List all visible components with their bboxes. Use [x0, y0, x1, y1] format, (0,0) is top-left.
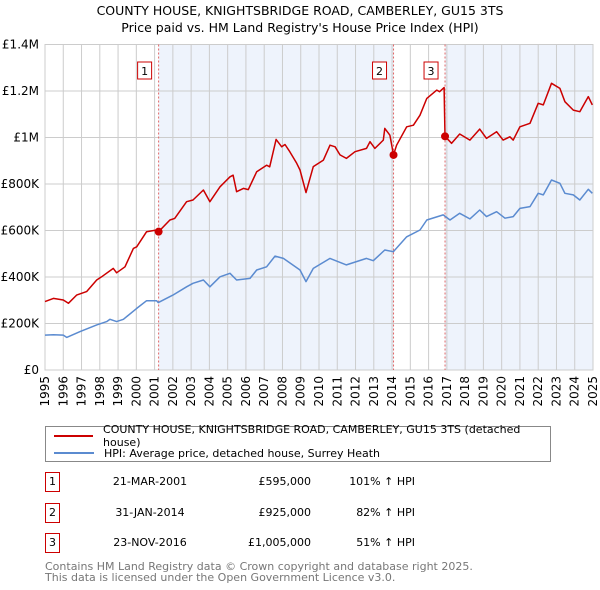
sale-label-number: 2	[376, 65, 383, 78]
x-tick-label: 2023	[549, 376, 563, 407]
sale-hpi: 101% ↑ HPI	[349, 475, 415, 488]
x-tick-label: 2009	[294, 376, 308, 407]
legend-label-property: COUNTY HOUSE, KNIGHTSBRIDGE ROAD, CAMBER…	[103, 423, 521, 449]
chart-title: COUNTY HOUSE, KNIGHTSBRIDGE ROAD, CAMBER…	[96, 3, 504, 18]
shaded-region	[445, 44, 593, 370]
x-tick-label: 2005	[221, 376, 235, 407]
x-tick-label: 2012	[349, 376, 363, 407]
sale-label-box	[137, 61, 153, 80]
y-tick-label: £1.2M	[2, 84, 39, 98]
y-tick-label: £1.4M	[2, 38, 39, 52]
x-tick-label: 2025	[586, 376, 600, 407]
sale-price: £1,005,000	[248, 536, 311, 549]
sale-point-marker	[154, 227, 163, 236]
sale-label-number: 1	[141, 65, 148, 78]
property-price-line	[44, 82, 593, 305]
sale-hpi: 51% ↑ HPI	[356, 536, 415, 549]
legend-line-red	[54, 435, 94, 437]
x-tick-label: 2001	[148, 376, 162, 407]
sale-number: 2	[45, 503, 60, 523]
x-tick-label: 2024	[568, 376, 582, 407]
x-tick-label: 2007	[257, 376, 271, 407]
x-tick-label: 2006	[239, 376, 253, 407]
sale-label-box	[423, 61, 439, 80]
x-tick-label: 2002	[166, 376, 180, 407]
x-tick-label: 2013	[367, 376, 381, 407]
x-tick-label: 2019	[476, 376, 490, 407]
x-tick-label: 2014	[385, 376, 399, 407]
x-tick-label: 2003	[184, 376, 198, 407]
x-tick-label: 2000	[129, 376, 143, 407]
chart-subtitle: Price paid vs. HM Land Registry's House …	[121, 20, 479, 35]
legend-item-property: COUNTY HOUSE, KNIGHTSBRIDGE ROAD, CAMBER…	[54, 423, 550, 449]
x-tick-label: 2021	[513, 376, 527, 407]
sale-point-marker	[389, 150, 398, 159]
x-tick-label: 2004	[202, 376, 216, 407]
sale-number: 1	[45, 472, 60, 492]
sale-date: 21-MAR-2001	[112, 475, 188, 488]
x-tick-label: 2017	[440, 376, 454, 407]
y-tick-label: £0	[24, 363, 39, 377]
x-tick-label: 1998	[93, 376, 107, 407]
x-tick-label: 2018	[458, 376, 472, 407]
y-tick-label: £400K	[1, 270, 41, 284]
sale-hpi: 82% ↑ HPI	[356, 506, 415, 519]
shaded-region	[158, 44, 394, 370]
sale-row: 1 21-MAR-2001 £595,000 101% ↑ HPI	[45, 472, 445, 492]
sale-date: 23-NOV-2016	[113, 536, 187, 549]
y-tick-label: £1M	[13, 131, 39, 145]
sale-number: 3	[45, 533, 60, 553]
y-tick-label: £800K	[1, 177, 41, 191]
sale-label-box	[372, 61, 388, 80]
x-tick-label: 1995	[38, 376, 52, 407]
legend-label-hpi: HPI: Average price, detached house, Surr…	[104, 446, 381, 460]
plot-border	[44, 44, 594, 371]
sale-price: £925,000	[258, 506, 312, 519]
x-tick-label: 1999	[111, 376, 125, 407]
footer-copyright: Contains HM Land Registry data © Crown c…	[45, 560, 473, 573]
sale-row: 2 31-JAN-2014 £925,000 82% ↑ HPI	[45, 503, 445, 523]
x-tick-label: 1996	[56, 376, 70, 407]
x-tick-label: 2016	[422, 376, 436, 407]
y-tick-label: £200K	[1, 317, 41, 331]
x-tick-label: 2011	[330, 376, 344, 407]
legend: COUNTY HOUSE, KNIGHTSBRIDGE ROAD, CAMBER…	[45, 423, 551, 462]
x-tick-label: 2022	[531, 376, 545, 407]
x-tick-label: 2008	[275, 376, 289, 407]
footer-licence: This data is licensed under the Open Gov…	[45, 571, 396, 584]
price-chart: £0 £200K £400K £600K £800K £1M £1.2M £1.4M 1995 1…	[1, 38, 600, 407]
x-tick-label: 2015	[403, 376, 417, 407]
sale-point-marker	[441, 132, 450, 141]
sale-row: 3 23-NOV-2016 £1,005,000 51% ↑ HPI	[45, 533, 445, 553]
x-tick-label: 1997	[75, 376, 89, 407]
sale-price: £595,000	[258, 475, 312, 488]
sale-date: 31-JAN-2014	[115, 506, 185, 519]
x-tick-label: 2010	[312, 376, 326, 407]
sale-label-number: 3	[428, 65, 435, 78]
x-tick-label: 2020	[495, 376, 509, 407]
hpi-line	[44, 179, 593, 339]
y-tick-label: £600K	[1, 224, 41, 238]
legend-item-hpi: HPI: Average price, detached house, Surr…	[54, 445, 380, 461]
legend-line-blue	[54, 452, 94, 454]
